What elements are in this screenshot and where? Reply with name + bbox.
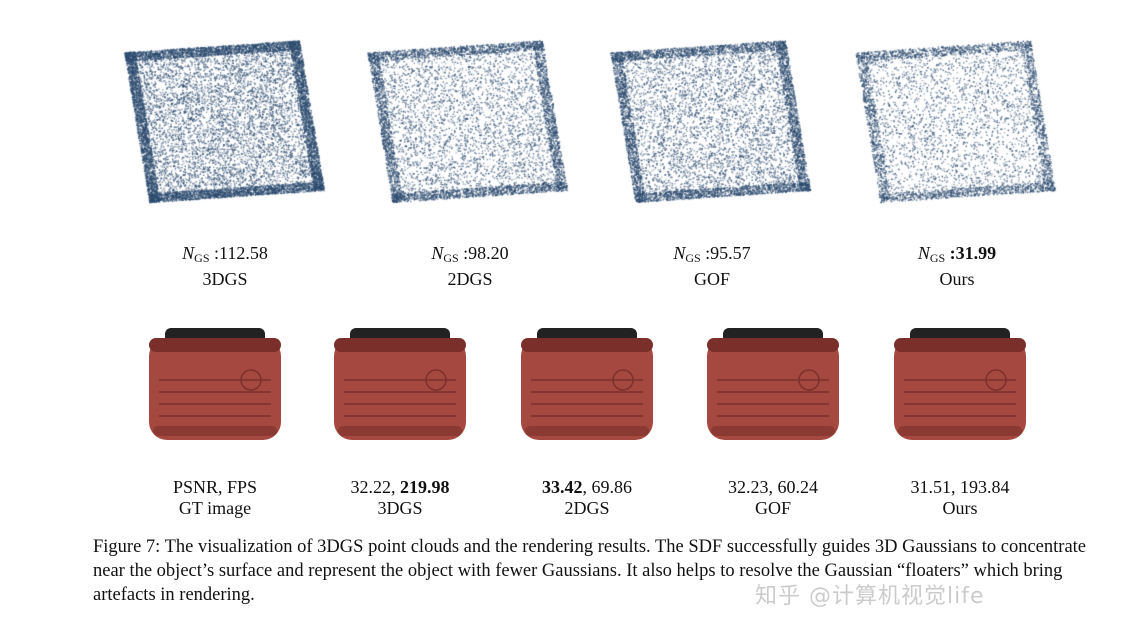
point-cloud-label: NGS :95.57 GOF bbox=[612, 243, 812, 290]
metric-separator: , bbox=[951, 477, 960, 497]
metric-separator: , bbox=[217, 477, 227, 497]
render-label: 31.51, 193.84 Ours bbox=[860, 477, 1060, 519]
suitcase-render bbox=[894, 328, 1026, 440]
method-name: 2DGS bbox=[447, 269, 493, 289]
point-cloud-gof bbox=[598, 15, 823, 230]
metric-separator: , bbox=[391, 477, 400, 497]
suitcase-render bbox=[521, 328, 653, 440]
metric-separator: , bbox=[582, 477, 592, 497]
point-cloud-label: NGS :112.58 3DGS bbox=[125, 243, 325, 290]
method-name: 2DGS bbox=[564, 498, 610, 518]
metric-a: 31.51 bbox=[910, 477, 952, 497]
point-cloud-ours bbox=[843, 15, 1068, 230]
render-label: 33.42, 69.86 2DGS bbox=[487, 477, 687, 519]
ngs-value: NGS :98.20 bbox=[431, 243, 509, 265]
method-name: Ours bbox=[942, 498, 978, 518]
method-name: GOF bbox=[754, 498, 791, 518]
metric-a: 32.23 bbox=[728, 477, 769, 497]
metric-a: 33.42 bbox=[542, 477, 583, 497]
render-label: 32.22, 219.98 3DGS bbox=[300, 477, 500, 519]
metric-b: 193.84 bbox=[960, 477, 1010, 497]
ngs-value: NGS :31.99 bbox=[917, 243, 997, 265]
watermark: 知乎 @计算机视觉life bbox=[755, 584, 985, 609]
suitcase-render bbox=[149, 328, 281, 440]
method-name: Ours bbox=[939, 269, 975, 289]
metric-a: 32.22 bbox=[350, 477, 392, 497]
figure-caption: Figure 7: The visualization of 3DGS poin… bbox=[93, 537, 1087, 605]
render-label: PSNR, FPS GT image bbox=[115, 477, 315, 519]
metric-b: FPS bbox=[226, 477, 258, 497]
point-cloud-3dgs bbox=[112, 15, 337, 230]
method-name: 3DGS bbox=[377, 498, 423, 518]
point-cloud-label: NGS :31.99 Ours bbox=[857, 243, 1057, 290]
point-cloud-2dgs bbox=[355, 15, 580, 230]
metric-b: 60.24 bbox=[777, 477, 819, 497]
metric-b: 219.98 bbox=[400, 477, 450, 497]
suitcase-render bbox=[334, 328, 466, 440]
ngs-value: NGS :112.58 bbox=[182, 243, 268, 265]
render-label: 32.23, 60.24 GOF bbox=[673, 477, 873, 519]
method-name: GT image bbox=[178, 498, 252, 518]
method-name: GOF bbox=[693, 269, 730, 289]
method-name: 3DGS bbox=[202, 269, 248, 289]
point-cloud-label: NGS :98.20 2DGS bbox=[370, 243, 570, 290]
metric-b: 69.86 bbox=[591, 477, 633, 497]
ngs-value: NGS :95.57 bbox=[673, 243, 751, 265]
suitcase-render bbox=[707, 328, 839, 440]
metric-separator: , bbox=[768, 477, 778, 497]
metric-a: PSNR bbox=[172, 477, 218, 497]
